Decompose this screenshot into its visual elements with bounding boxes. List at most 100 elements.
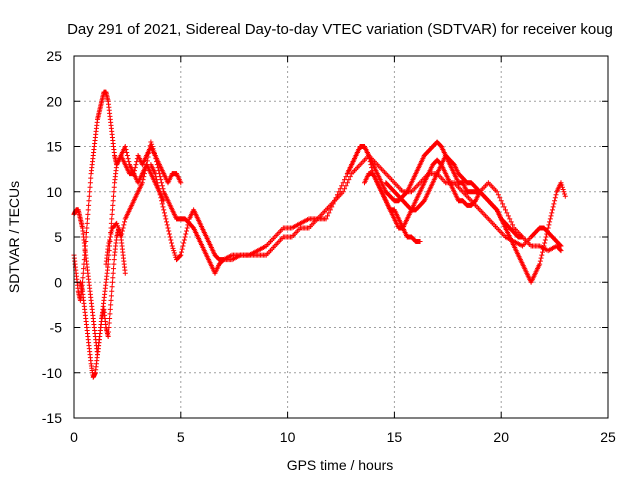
- data-point: [118, 234, 124, 240]
- data-point: [494, 189, 500, 195]
- data-point: [170, 245, 176, 251]
- data-point: [145, 154, 151, 160]
- data-point: [109, 211, 115, 217]
- data-point: [150, 146, 156, 152]
- data-point: [538, 255, 544, 261]
- data-point: [537, 261, 543, 267]
- data-point: [107, 306, 113, 312]
- data-point: [111, 257, 117, 263]
- data-point: [148, 139, 154, 145]
- data-point: [141, 174, 147, 180]
- data-point: [545, 225, 551, 231]
- data-point: [126, 159, 132, 165]
- data-point: [157, 192, 163, 198]
- data-point: [553, 192, 559, 198]
- data-point: [502, 207, 508, 213]
- data-point: [87, 184, 93, 190]
- series-sat-e: [148, 153, 564, 263]
- x-axis-ticks: 0 5 10 15 20 25: [70, 56, 616, 445]
- data-point: [155, 183, 161, 189]
- data-point: [166, 228, 172, 234]
- data-point: [111, 189, 117, 195]
- data-point: [508, 219, 514, 225]
- data-point: [342, 186, 348, 192]
- data-point: [544, 228, 550, 234]
- data-point: [111, 261, 117, 267]
- data-point: [87, 189, 93, 195]
- data-point: [552, 198, 558, 204]
- data-point: [559, 182, 565, 188]
- y-tick-label: 10: [46, 184, 62, 200]
- data-point: [558, 248, 564, 254]
- data-point: [539, 252, 545, 258]
- data-point: [497, 195, 503, 201]
- data-point: [156, 186, 162, 192]
- data-point: [185, 222, 191, 228]
- data-point: [166, 231, 172, 237]
- data-point: [336, 189, 342, 195]
- data-point: [85, 216, 91, 222]
- data-point: [86, 198, 92, 204]
- y-axis-ticks: -15 -10 -5 0 5 10 15 20 25: [42, 48, 608, 426]
- data-point: [339, 183, 345, 189]
- data-point: [109, 207, 115, 213]
- data-point: [179, 246, 185, 252]
- data-point: [498, 198, 504, 204]
- data-point: [107, 234, 113, 240]
- data-point: [323, 216, 329, 222]
- data-point: [88, 175, 94, 181]
- data-point: [169, 243, 175, 249]
- data-point: [159, 201, 165, 207]
- data-point: [152, 153, 158, 159]
- y-tick-label: 25: [46, 48, 62, 64]
- data-point: [115, 225, 121, 231]
- data-point: [110, 198, 116, 204]
- data-point: [165, 225, 171, 231]
- data-point: [327, 207, 333, 213]
- data-point: [154, 177, 160, 183]
- data-point: [346, 177, 352, 183]
- data-point: [109, 279, 115, 285]
- data-points: [71, 89, 568, 380]
- y-tick-label: -5: [50, 320, 63, 336]
- data-point: [156, 189, 162, 195]
- data-point: [183, 228, 189, 234]
- data-point: [178, 252, 184, 258]
- data-point: [181, 237, 187, 243]
- data-point: [547, 216, 553, 222]
- data-point: [159, 198, 165, 204]
- data-point: [163, 216, 169, 222]
- data-point: [156, 171, 162, 177]
- data-point: [172, 252, 178, 258]
- data-point: [119, 231, 125, 237]
- data-point: [343, 174, 349, 180]
- data-point: [507, 216, 513, 222]
- data-point: [547, 219, 553, 225]
- data-point: [154, 159, 160, 165]
- data-point: [86, 202, 92, 208]
- data-point: [121, 222, 127, 228]
- data-point: [142, 168, 148, 174]
- data-point: [85, 211, 91, 217]
- data-point: [153, 174, 159, 180]
- data-point: [109, 228, 115, 234]
- data-point: [81, 266, 87, 272]
- data-point: [110, 270, 116, 276]
- data-point: [149, 141, 155, 147]
- data-point: [109, 288, 115, 294]
- series-sat-b: [71, 144, 184, 358]
- data-point: [132, 165, 138, 171]
- grid: [74, 56, 608, 418]
- y-tick-label: -15: [42, 410, 62, 426]
- data-point: [139, 180, 145, 186]
- data-point: [144, 158, 150, 164]
- data-point: [186, 219, 192, 225]
- data-point: [160, 186, 166, 192]
- data-point: [500, 201, 506, 207]
- data-point: [560, 186, 566, 192]
- data-point: [116, 227, 122, 233]
- data-point: [161, 207, 167, 213]
- data-point: [342, 177, 348, 183]
- data-point: [171, 250, 177, 256]
